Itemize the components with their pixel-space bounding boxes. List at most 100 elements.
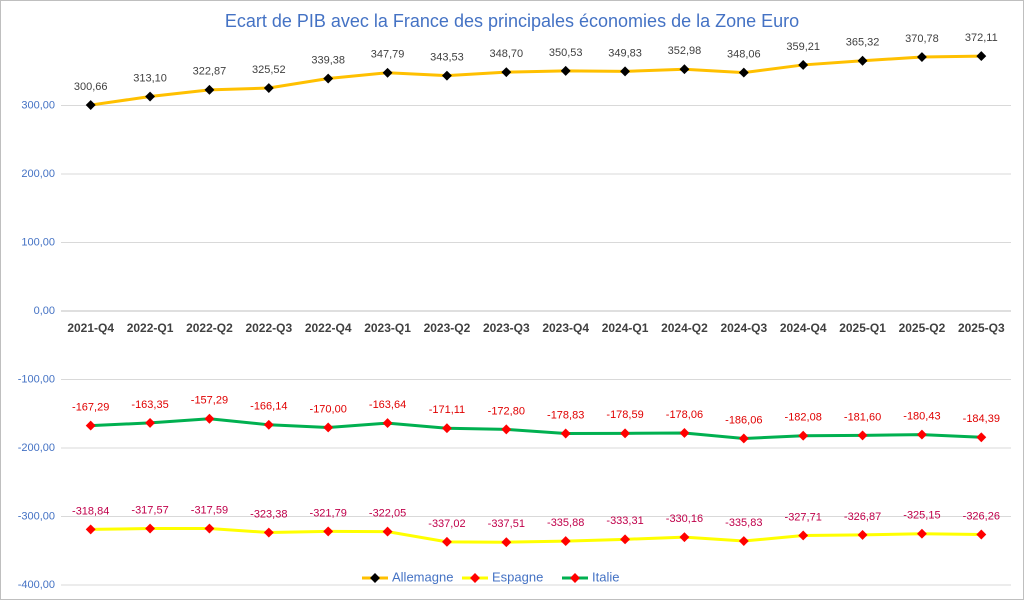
point-marker: [976, 432, 987, 443]
y-tick-label: -100,00: [18, 373, 55, 385]
data-label: -337,51: [488, 518, 525, 530]
data-label: -163,35: [131, 399, 168, 411]
point-marker: [560, 428, 571, 439]
point-marker: [501, 424, 512, 435]
data-label: -317,57: [131, 504, 168, 516]
data-label: 370,78: [905, 33, 939, 45]
data-label: 343,53: [430, 52, 464, 64]
y-tick-label: 0,00: [34, 305, 55, 317]
series-line: [90, 527, 982, 544]
data-label: -167,29: [72, 401, 109, 413]
point-marker: [679, 428, 690, 438]
data-label: -178,06: [666, 409, 703, 421]
data-label: -326,26: [963, 510, 1000, 522]
legend-label: Allemagne: [392, 569, 453, 584]
data-label: 313,10: [133, 72, 167, 84]
point-marker: [501, 537, 512, 548]
point-marker: [620, 428, 631, 439]
data-label: -170,00: [310, 403, 347, 415]
x-tick-label: 2022-Q3: [245, 321, 292, 335]
point-marker: [263, 527, 274, 538]
point-marker: [857, 55, 868, 66]
point-marker: [798, 59, 809, 70]
data-label: -178,59: [606, 409, 643, 421]
data-label: 348,06: [727, 48, 761, 60]
data-label: 372,11: [965, 32, 998, 44]
point-marker: [441, 423, 452, 434]
data-label: -327,71: [785, 511, 822, 523]
legend-label: Espagne: [492, 569, 543, 584]
point-marker: [145, 91, 156, 102]
point-marker: [204, 523, 215, 534]
point-marker: [738, 433, 749, 444]
x-tick-label: 2023-Q2: [424, 321, 471, 335]
y-tick-label: 300,00: [21, 99, 55, 111]
data-label: -317,59: [191, 504, 228, 516]
data-label: -337,02: [428, 518, 465, 530]
point-marker: [382, 418, 393, 429]
data-label: -172,80: [488, 405, 525, 417]
data-label: -333,31: [606, 515, 643, 527]
point-marker: [738, 536, 749, 546]
x-tick-label: 2021-Q4: [67, 321, 114, 335]
point-marker: [204, 84, 215, 95]
data-label: 359,21: [786, 41, 820, 53]
point-marker: [916, 429, 927, 440]
point-marker: [323, 526, 334, 537]
data-label: 365,32: [846, 37, 880, 49]
point-marker: [857, 430, 868, 441]
point-marker: [620, 66, 631, 77]
y-tick-label: -200,00: [18, 442, 55, 454]
data-label: 325,52: [252, 64, 286, 76]
point-marker: [798, 530, 809, 541]
point-marker: [976, 51, 987, 62]
data-label: 348,70: [489, 48, 523, 60]
series-line: [90, 54, 982, 107]
point-marker: [560, 536, 571, 547]
point-marker: [738, 67, 749, 78]
point-marker: [441, 536, 452, 547]
data-label: -321,79: [310, 507, 347, 519]
data-label: 300,66: [74, 81, 108, 93]
series-line: [90, 417, 982, 440]
point-marker: [679, 64, 690, 75]
point-marker: [560, 65, 571, 76]
point-marker: [798, 430, 809, 441]
y-tick-label: -300,00: [18, 510, 55, 522]
x-tick-label: 2025-Q3: [958, 321, 1005, 335]
x-tick-label: 2022-Q2: [186, 321, 233, 335]
point-marker: [916, 528, 927, 539]
x-tick-label: 2023-Q3: [483, 321, 530, 335]
point-marker: [85, 524, 96, 535]
data-label: 347,79: [371, 49, 405, 61]
data-label: 350,53: [549, 47, 583, 59]
point-marker: [85, 100, 96, 110]
legend-label: Italie: [592, 569, 619, 584]
x-tick-label: 2025-Q1: [839, 321, 886, 335]
data-label: -325,15: [903, 510, 940, 522]
data-label: -181,60: [844, 411, 881, 423]
data-label: -322,05: [369, 508, 406, 520]
point-marker: [916, 52, 927, 62]
point-marker: [620, 534, 631, 545]
data-label: 339,38: [311, 54, 345, 66]
x-tick-label: 2022-Q1: [127, 321, 174, 335]
data-label: -330,16: [666, 513, 703, 525]
y-tick-label: 100,00: [21, 236, 55, 248]
x-tick-label: 2022-Q4: [305, 321, 352, 335]
data-label: -323,38: [250, 508, 287, 520]
y-tick-label: -400,00: [18, 579, 55, 591]
point-marker: [145, 523, 156, 534]
data-label: -335,83: [725, 517, 762, 529]
legend-marker: [370, 573, 380, 583]
legend-marker: [570, 573, 580, 583]
x-tick-label: 2024-Q2: [661, 321, 708, 335]
data-label: -180,43: [903, 411, 940, 423]
data-label: -157,29: [191, 395, 228, 407]
x-tick-label: 2023-Q4: [542, 321, 589, 335]
data-label: -166,14: [250, 401, 287, 413]
data-label: 352,98: [668, 45, 702, 57]
x-tick-label: 2023-Q1: [364, 321, 411, 335]
